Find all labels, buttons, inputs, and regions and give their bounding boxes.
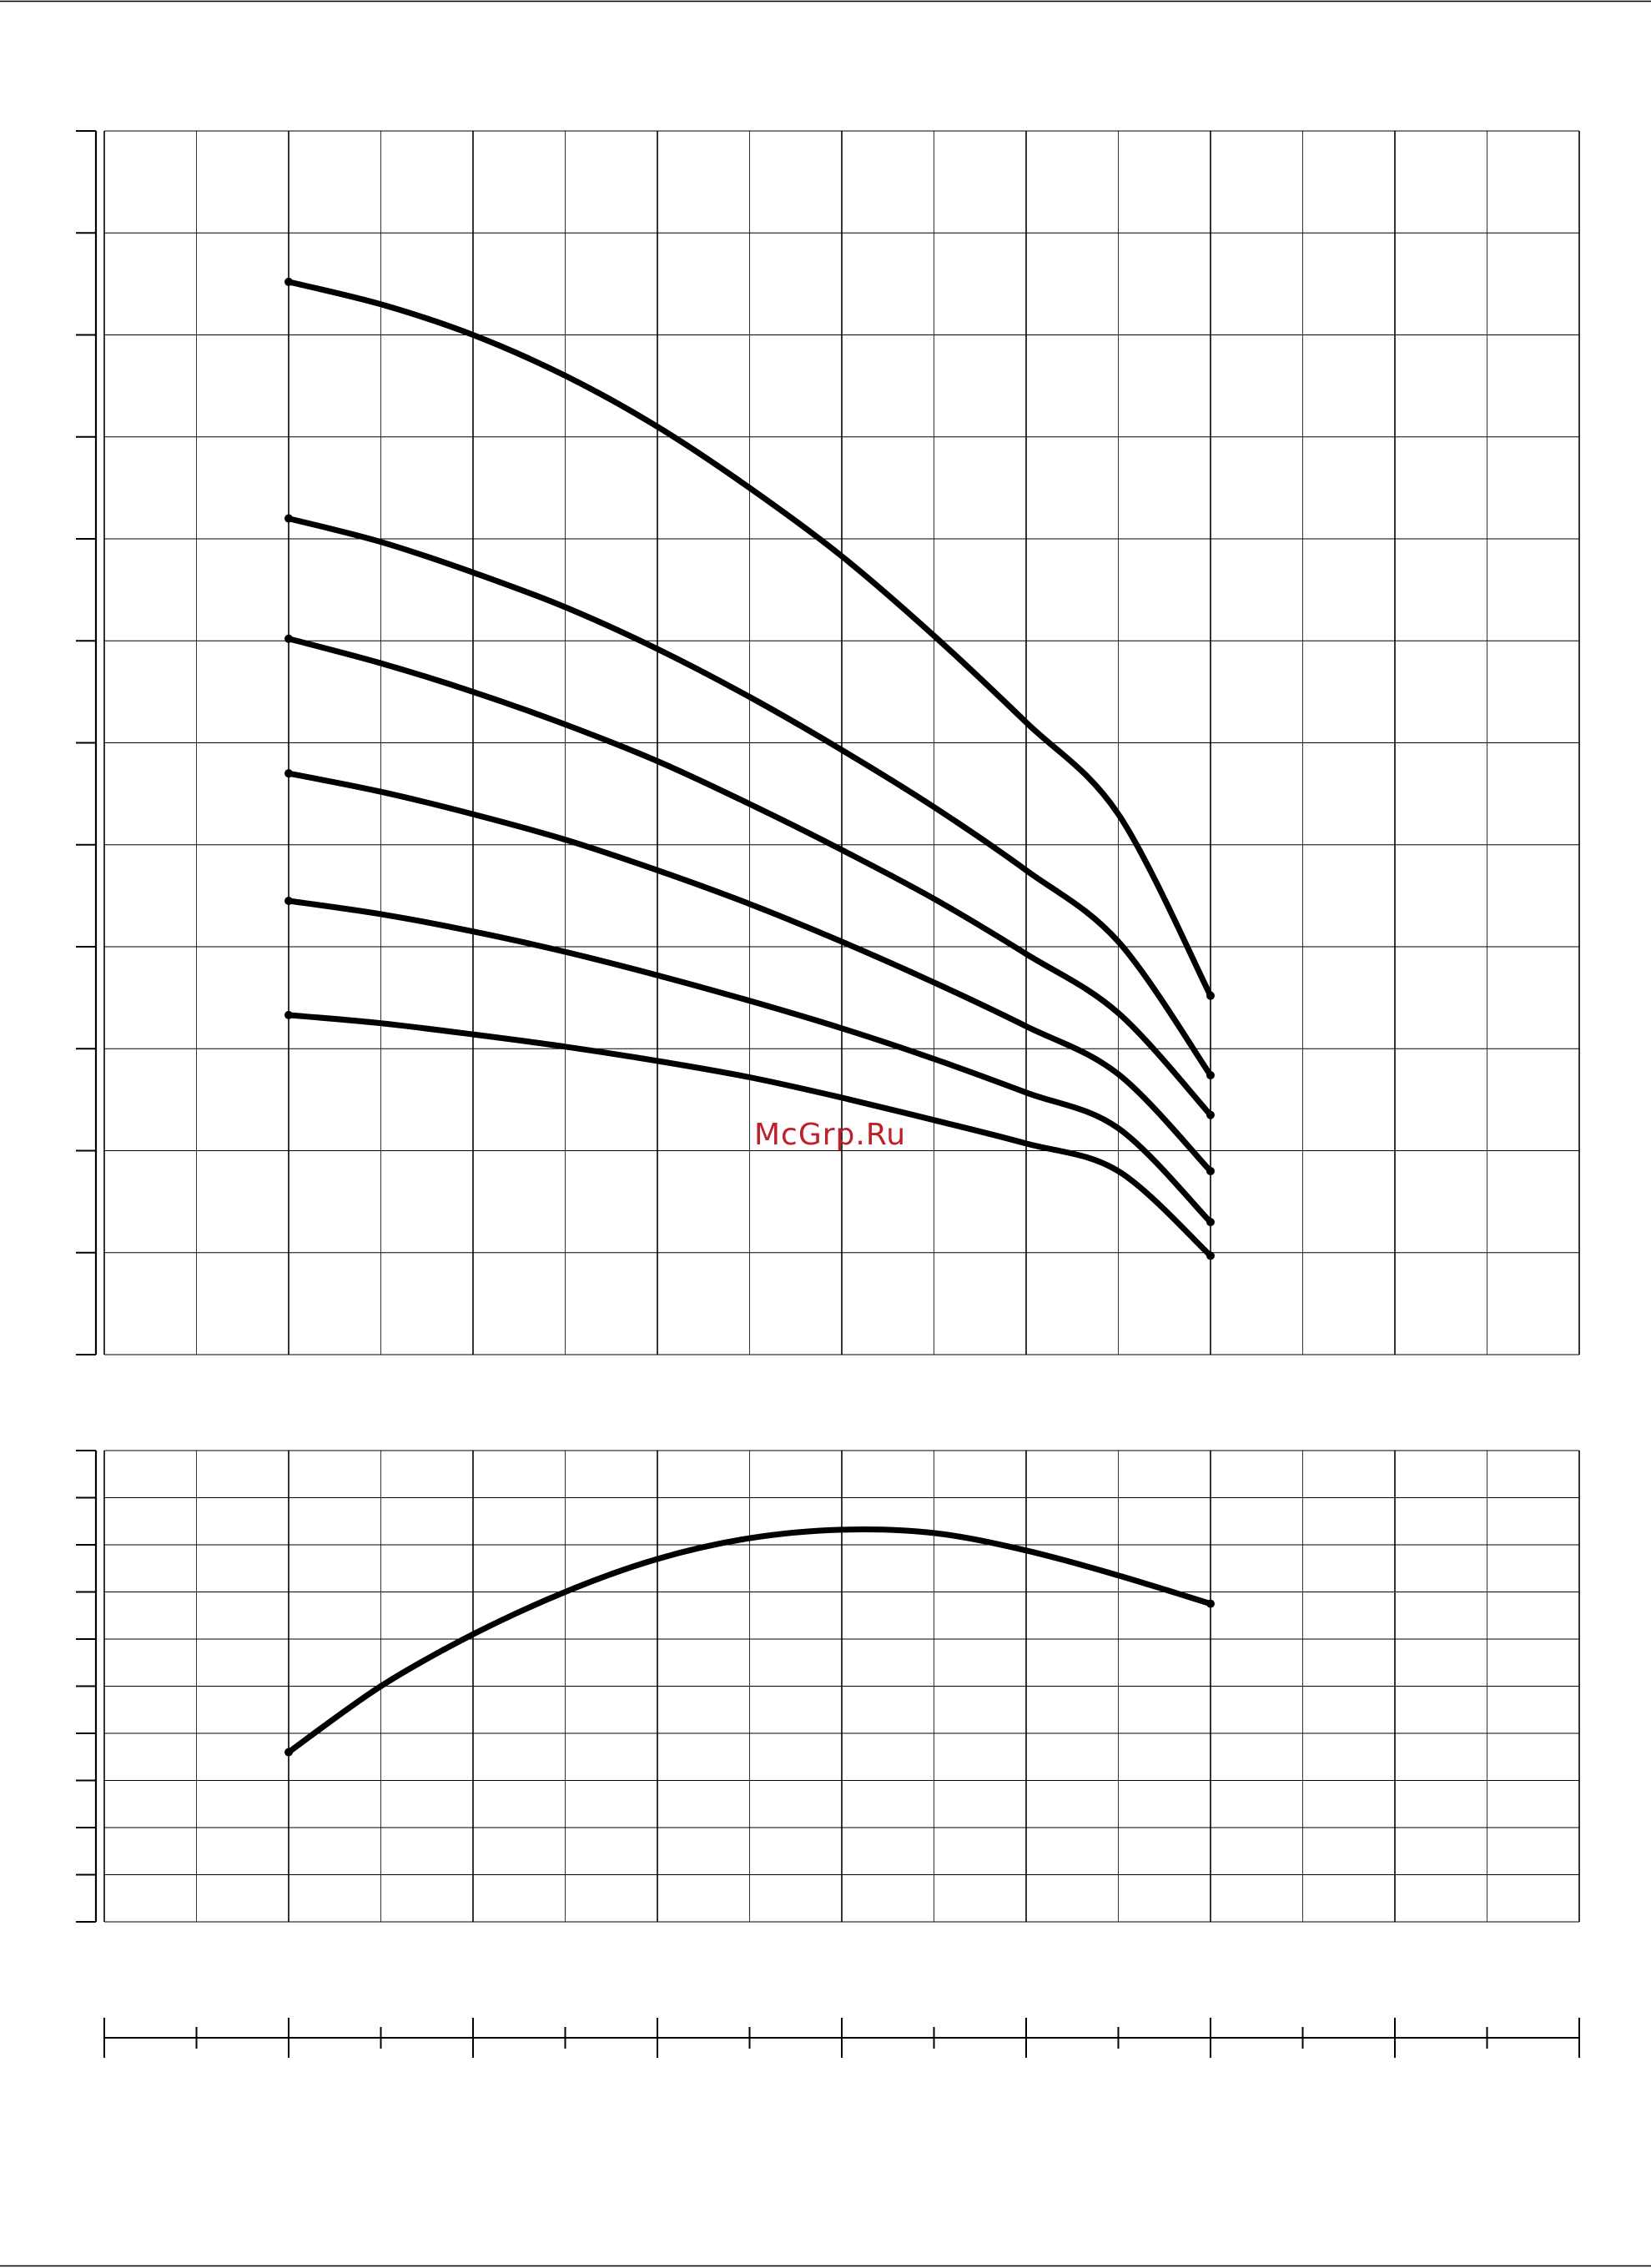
series-line	[285, 515, 1214, 1079]
series-start-point	[284, 514, 293, 523]
head-curves-chart	[76, 130, 1580, 1355]
series-end-point	[1206, 1110, 1215, 1119]
series-line	[285, 1012, 1214, 1259]
efficiency-curve-chart	[76, 1450, 1580, 1923]
series-end-point	[1206, 1599, 1215, 1608]
series-start-point	[284, 1748, 293, 1757]
series-start-point	[284, 277, 293, 286]
series-line	[285, 1526, 1214, 1756]
series-start-point	[284, 896, 293, 905]
series-line	[285, 636, 1214, 1119]
series-end-point	[1206, 1218, 1215, 1227]
series-line	[285, 279, 1214, 999]
series-line	[285, 770, 1214, 1174]
series-end-point	[1206, 1166, 1215, 1175]
series-start-point	[284, 1010, 293, 1019]
flow-axis	[103, 2018, 1580, 2058]
series-end-point	[1206, 1251, 1215, 1260]
series-end-point	[1206, 1071, 1215, 1080]
series-start-point	[284, 634, 293, 643]
series-line	[285, 898, 1214, 1225]
series-end-point	[1206, 991, 1215, 1000]
series-start-point	[284, 769, 293, 778]
watermark-text: McGrp.Ru	[754, 1118, 906, 1152]
